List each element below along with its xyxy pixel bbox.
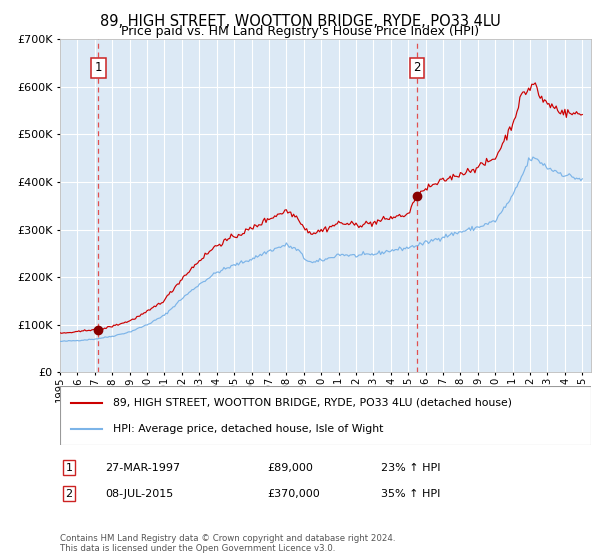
Text: 23% ↑ HPI: 23% ↑ HPI	[381, 463, 440, 473]
Text: 1: 1	[65, 463, 73, 473]
Text: 1: 1	[95, 61, 102, 74]
Text: 27-MAR-1997: 27-MAR-1997	[105, 463, 180, 473]
Text: £89,000: £89,000	[267, 463, 313, 473]
Text: 35% ↑ HPI: 35% ↑ HPI	[381, 489, 440, 499]
Text: Price paid vs. HM Land Registry's House Price Index (HPI): Price paid vs. HM Land Registry's House …	[121, 25, 479, 38]
Text: 08-JUL-2015: 08-JUL-2015	[105, 489, 173, 499]
Text: 89, HIGH STREET, WOOTTON BRIDGE, RYDE, PO33 4LU: 89, HIGH STREET, WOOTTON BRIDGE, RYDE, P…	[100, 14, 500, 29]
Text: £370,000: £370,000	[267, 489, 320, 499]
Text: 2: 2	[413, 61, 421, 74]
Text: 2: 2	[65, 489, 73, 499]
Text: 89, HIGH STREET, WOOTTON BRIDGE, RYDE, PO33 4LU (detached house): 89, HIGH STREET, WOOTTON BRIDGE, RYDE, P…	[113, 398, 512, 408]
Text: HPI: Average price, detached house, Isle of Wight: HPI: Average price, detached house, Isle…	[113, 424, 383, 434]
Text: Contains HM Land Registry data © Crown copyright and database right 2024.
This d: Contains HM Land Registry data © Crown c…	[60, 534, 395, 553]
